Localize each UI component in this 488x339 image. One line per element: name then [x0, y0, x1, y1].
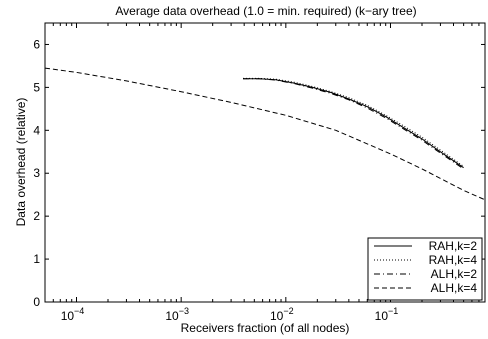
y-tick-label: 2: [33, 209, 40, 223]
y-tick-label: 6: [33, 37, 40, 51]
legend-label: ALH,k=2: [431, 267, 478, 281]
series-line-4: [44, 67, 486, 201]
y-tick-label: 4: [33, 123, 40, 137]
series-line-1: [243, 78, 464, 169]
chart-title: Average data overhead (1.0 = min. requir…: [115, 4, 416, 18]
legend-box: [367, 237, 483, 301]
legend-label: RAH,k=4: [429, 253, 478, 267]
y-axis-label: Data overhead (relative): [14, 98, 28, 227]
x-tick-label: 10−1: [375, 306, 399, 323]
y-axis: 0 1 2 3 4 5 6: [33, 37, 485, 309]
legend-label: ALH,k=4: [431, 281, 478, 295]
x-tick-label: 10−4: [61, 306, 85, 323]
y-tick-label: 3: [33, 166, 40, 180]
legend-label: RAH,k=2: [429, 239, 478, 253]
x-axis: 10−4 10−3 10−2 10−1: [44, 23, 486, 323]
y-tick-label: 1: [33, 252, 40, 266]
series-line-2: [243, 77, 464, 167]
y-tick-label: 5: [33, 80, 40, 94]
x-tick-label: 10−3: [165, 306, 189, 323]
x-tick-label: 10−2: [270, 306, 294, 323]
series-layer: [44, 67, 486, 201]
series-line-3: [243, 78, 464, 170]
x-axis-label: Receivers fraction (of all nodes): [181, 321, 350, 335]
y-tick-label: 0: [33, 295, 40, 309]
